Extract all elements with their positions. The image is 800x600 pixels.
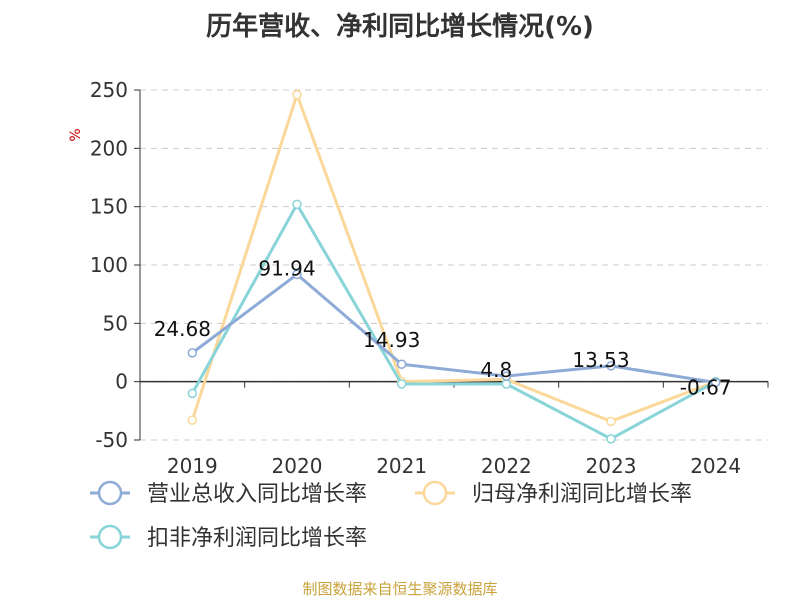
- y-tick-label: 250: [90, 78, 128, 102]
- data-point: [292, 89, 302, 100]
- legend-item[interactable]: 扣非净利润同比增长率: [90, 524, 367, 551]
- data-point: [187, 388, 198, 399]
- data-point: [187, 348, 198, 358]
- data-point: [396, 379, 407, 389]
- data-label: 13.53: [572, 348, 629, 372]
- series-line: [191, 202, 717, 441]
- y-tick-label: 0: [115, 370, 128, 394]
- data-label: 24.68: [154, 317, 211, 341]
- legend-label: 扣非净利润同比增长率: [147, 526, 367, 551]
- data-point: [710, 377, 721, 388]
- legend-marker: [97, 480, 123, 506]
- data-source-note: 制图数据来自恒生聚源数据库: [302, 580, 498, 598]
- data-point: [606, 434, 616, 444]
- series-line: [191, 272, 716, 384]
- y-axis-unit: %: [68, 128, 84, 141]
- legend-item[interactable]: 归母净利润同比增长率: [415, 480, 692, 507]
- data-point: [396, 359, 407, 369]
- data-label: 14.93: [363, 328, 420, 352]
- legend-label: 归母净利润同比增长率: [472, 482, 692, 507]
- x-tick-label: 2024: [690, 454, 741, 478]
- x-tick-label: 2020: [272, 454, 323, 478]
- y-tick-label: -50: [95, 428, 128, 452]
- y-tick-label: 100: [90, 253, 128, 277]
- data-point: [187, 415, 198, 425]
- data-label: -0.67: [680, 375, 732, 399]
- x-tick-label: 2019: [167, 454, 218, 478]
- legend-label: 营业总收入同比增长率: [147, 482, 367, 507]
- y-tick-label: 200: [90, 136, 128, 160]
- x-tick-label: 2023: [586, 454, 637, 478]
- series-lines: [187, 89, 721, 444]
- data-labels: 24.68 91.94 14.93 4.8 13.53 -0.67: [154, 256, 732, 399]
- y-tick-label: 50: [103, 311, 128, 335]
- legend-item[interactable]: 营业总收入同比增长率: [90, 480, 367, 507]
- data-point: [606, 361, 616, 371]
- data-point: [292, 199, 302, 210]
- data-label: 4.8: [480, 358, 512, 382]
- legend-marker: [422, 480, 448, 506]
- chart-title: 历年营收、净利同比增长情况(%): [206, 12, 594, 42]
- x-tick-label: 2021: [376, 454, 427, 478]
- y-axis-ticks: 250 200 150 100 50 0 -50: [90, 78, 140, 452]
- x-tick-label: 2022: [481, 454, 532, 478]
- series-line: [190, 93, 717, 423]
- y-tick-label: 150: [90, 195, 128, 219]
- data-point: [501, 371, 512, 381]
- data-point: [292, 269, 302, 280]
- data-point: [606, 416, 616, 427]
- data-label: 91.94: [258, 256, 315, 280]
- legend-marker: [97, 524, 123, 550]
- x-axis-ticks: 2019 2020 2021 2022 2023 2024: [139, 381, 769, 478]
